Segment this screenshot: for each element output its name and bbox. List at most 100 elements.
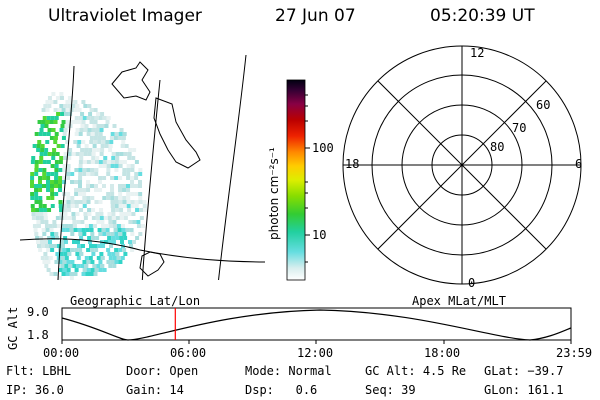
emission-pixel [138, 184, 143, 188]
emission-pixel [30, 180, 35, 184]
emission-pixel [42, 176, 47, 180]
emission-pixel [75, 152, 80, 156]
emission-pixel [70, 232, 75, 236]
footer-door: Door: Open [126, 364, 199, 378]
emission-pixel [110, 232, 115, 236]
emission-pixel [110, 176, 115, 180]
emission-pixel [100, 148, 105, 152]
emission-pixel [54, 132, 59, 136]
emission-pixel [30, 172, 35, 176]
emission-pixel [120, 144, 125, 148]
emission-pixel [38, 188, 43, 192]
emission-pixel [53, 272, 58, 276]
emission-pixel [101, 136, 106, 140]
emission-pixel [127, 208, 132, 212]
emission-pixel [84, 224, 89, 228]
emission-pixel [118, 260, 123, 264]
emission-pixel [79, 128, 84, 132]
emission-pixel [108, 256, 113, 260]
emission-pixel [126, 184, 131, 188]
emission-pixel [79, 156, 84, 160]
emission-pixel [66, 196, 71, 200]
emission-pixel [62, 164, 67, 168]
emission-pixel [117, 136, 122, 140]
emission-pixel [82, 200, 87, 204]
emission-pixel [142, 200, 147, 204]
emission-pixel [120, 224, 125, 228]
emission-pixel [119, 208, 124, 212]
emission-pixel [58, 200, 63, 204]
map-grid-line [20, 238, 265, 263]
emission-pixel [136, 220, 141, 224]
footer-glat: GLat: −39.7 [484, 364, 564, 378]
emission-pixel [58, 204, 63, 208]
emission-pixel [51, 156, 56, 160]
emission-pixel [61, 228, 66, 232]
emission-pixel [98, 164, 103, 168]
emission-pixel [64, 240, 68, 244]
emission-pixel [31, 156, 36, 160]
emission-pixel [56, 224, 61, 228]
emission-pixel [90, 116, 95, 120]
emission-pixel [50, 116, 55, 120]
emission-pixel [50, 192, 55, 196]
emission-pixel [93, 272, 98, 276]
emission-pixel [128, 240, 132, 244]
emission-pixel [119, 216, 124, 220]
emission-pixel [114, 160, 119, 164]
emission-pixel [43, 216, 48, 220]
emission-pixel [69, 272, 74, 276]
emission-pixel [60, 224, 65, 228]
emission-pixel [81, 140, 86, 144]
emission-pixel [124, 144, 129, 148]
emission-pixel [54, 172, 59, 176]
emission-pixel [130, 180, 135, 184]
emission-pixel [86, 180, 91, 184]
emission-pixel [118, 188, 123, 192]
emission-pixel [80, 220, 85, 224]
emission-pixel [94, 200, 99, 204]
emission-pixel [67, 152, 72, 156]
emission-pixel [42, 204, 47, 208]
emission-pixel [62, 204, 67, 208]
emission-pixel [70, 200, 75, 204]
emission-pixel [90, 184, 95, 188]
emission-pixel [30, 204, 35, 208]
emission-pixel [114, 132, 119, 136]
emission-pixel [71, 152, 76, 156]
emission-pixel [46, 160, 51, 164]
emission-pixel [45, 120, 50, 124]
emission-pixel [142, 204, 147, 208]
emission-pixel [134, 176, 139, 180]
emission-pixel [110, 204, 115, 208]
emission-pixel [134, 184, 139, 188]
emission-pixel [34, 232, 39, 236]
emission-pixel [72, 220, 77, 224]
emission-pixel [73, 100, 78, 104]
emission-pixel [32, 144, 37, 148]
emission-pixel [90, 248, 95, 252]
emission-pixel [65, 272, 70, 276]
polar-plot [342, 45, 582, 285]
emission-pixel [132, 240, 136, 244]
emission-pixel [63, 216, 68, 220]
emission-pixel [78, 168, 83, 172]
emission-pixel [136, 224, 141, 228]
emission-pixel [139, 216, 144, 220]
emission-pixel [115, 236, 120, 240]
emission-pixel [34, 188, 39, 192]
emission-pixel [143, 208, 148, 212]
emission-pixel [73, 140, 78, 144]
emission-pixel [106, 172, 111, 176]
emission-pixel [85, 228, 90, 232]
emission-pixel [42, 260, 47, 264]
emission-pixel [82, 168, 87, 172]
emission-pixel [46, 268, 51, 272]
emission-pixel [49, 100, 54, 104]
emission-pixel [92, 224, 97, 228]
emission-pixel [87, 104, 92, 108]
emission-pixel [54, 116, 59, 120]
emission-pixel [120, 256, 125, 260]
emission-pixel [91, 152, 96, 156]
emission-pixel [67, 156, 72, 160]
